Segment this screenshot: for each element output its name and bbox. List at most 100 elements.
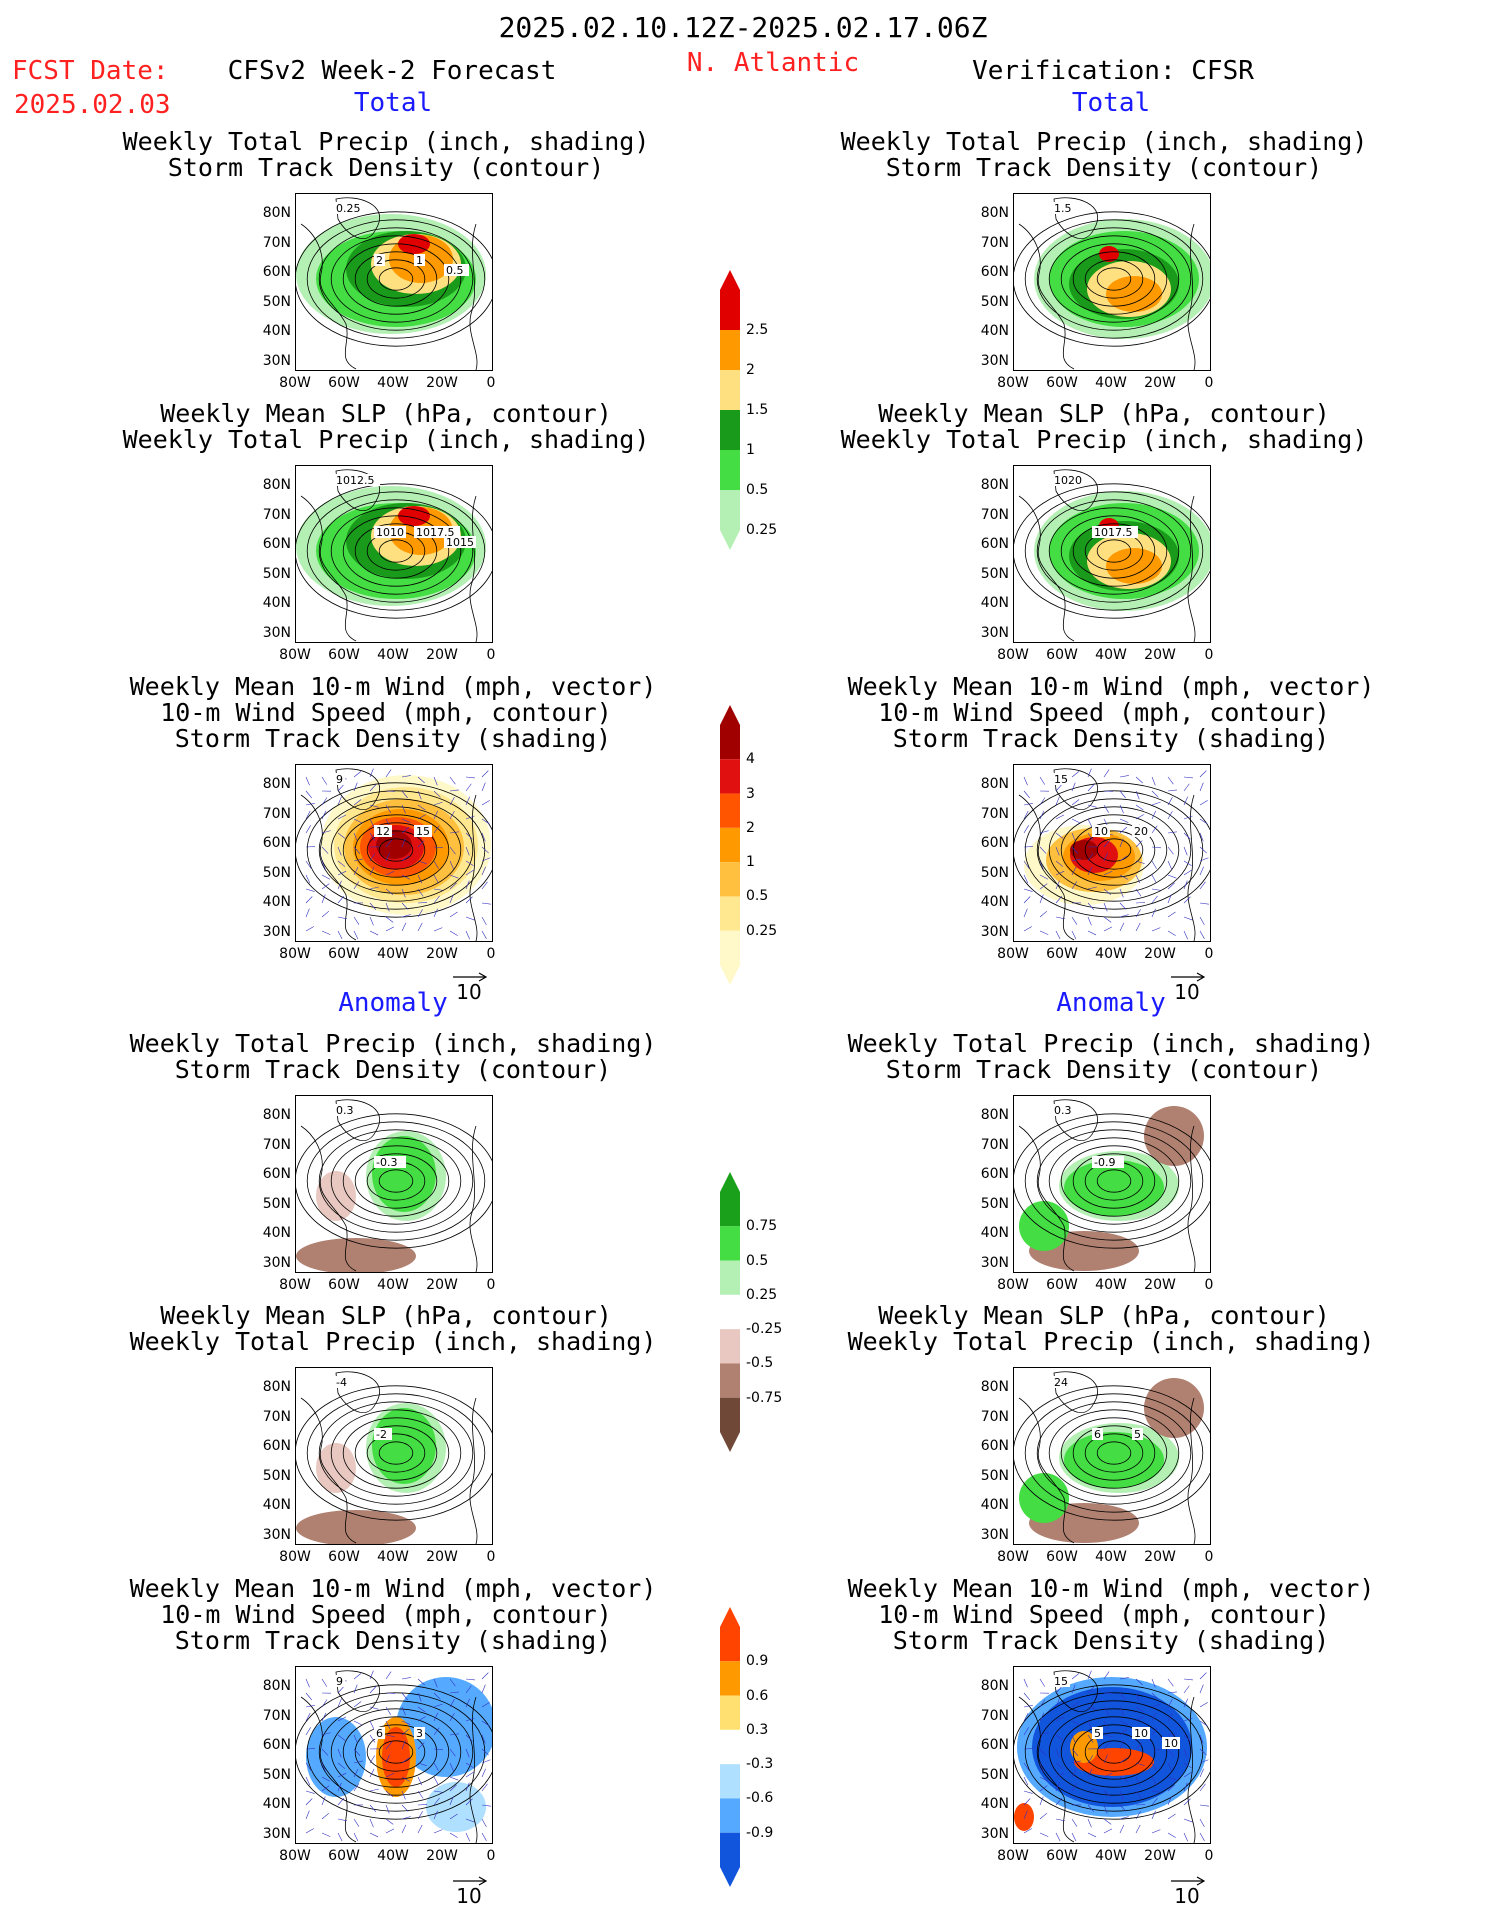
svg-text:2: 2 xyxy=(376,254,383,267)
svg-text:10: 10 xyxy=(1094,825,1108,838)
map-cfsr-anom-wind: 15 5 10 10 xyxy=(1013,1666,1211,1844)
lat-tick-label: 70N xyxy=(262,1136,291,1153)
vector-ref-label-right-anom: 10 xyxy=(1174,1884,1200,1908)
svg-text:3: 3 xyxy=(416,1727,423,1740)
lat-tick-label: 40N xyxy=(262,1497,291,1513)
colorbar-label: 0.25 xyxy=(746,522,778,538)
colorbar-label: -0.5 xyxy=(746,1355,774,1372)
lon-tick-label: 40W xyxy=(1095,946,1127,962)
contour-label: 2 xyxy=(374,254,385,267)
p10-title-line1: Weekly Mean SLP (hPa, contour) xyxy=(878,1301,1330,1330)
contour-label: 1010 xyxy=(374,526,406,539)
lat-tick-label: 80N xyxy=(262,1107,291,1123)
lon-tick-label: 40W xyxy=(1095,647,1127,663)
map-cfsr-total-wind: 15 10 20 xyxy=(1013,764,1211,942)
left-total-label: Total xyxy=(353,88,433,118)
svg-text:10: 10 xyxy=(1134,1727,1148,1740)
map-fcst-total-precip: 0.25 2 1 0.5 xyxy=(295,193,493,371)
svg-text:15: 15 xyxy=(1054,1675,1068,1688)
lat-tick-label: 40N xyxy=(262,595,291,611)
lon-tick-label: 20W xyxy=(1144,647,1176,663)
colorbar-label: 2 xyxy=(746,362,755,378)
contour-label: -0.9 xyxy=(1092,1156,1124,1169)
svg-text:9: 9 xyxy=(336,773,343,786)
colorbar-segment xyxy=(720,725,740,760)
lat-tick-label: 70N xyxy=(980,506,1009,523)
shading-region xyxy=(296,1510,416,1544)
map-fcst-anom-precip: 0.3 -0.3 xyxy=(295,1095,493,1273)
shading-region xyxy=(1019,1473,1069,1523)
contour-label: 5 xyxy=(1132,1428,1143,1441)
lon-tick-label: 0 xyxy=(1204,1549,1214,1565)
lat-tick-label: 50N xyxy=(262,1467,291,1484)
colorbar-segment xyxy=(720,1798,740,1833)
colorbar-label: -0.9 xyxy=(746,1824,774,1841)
svg-text:10: 10 xyxy=(1164,1737,1178,1750)
shading-region xyxy=(1064,1160,1164,1216)
lon-tick-label: 40W xyxy=(1095,1277,1127,1293)
colorbar-label: 0.5 xyxy=(746,888,769,905)
lat-tick-label: 70N xyxy=(980,234,1009,251)
contour-label: 20 xyxy=(1132,825,1150,838)
colorbar-segment xyxy=(720,827,740,863)
lat-tick-label: 30N xyxy=(262,1825,291,1842)
lat-tick-label: 40N xyxy=(262,323,291,339)
lat-tick-label: 30N xyxy=(262,1254,291,1271)
contour-label: 1.5 xyxy=(1052,202,1077,215)
svg-text:5: 5 xyxy=(1134,1428,1141,1441)
shading-region xyxy=(372,1408,436,1484)
lat-tick-label: 60N xyxy=(262,264,291,280)
fcst-date-label: FCST Date: xyxy=(12,56,169,86)
shading-region xyxy=(1064,1432,1164,1488)
p8-title-line1: Weekly Total Precip (inch, shading) xyxy=(847,1029,1375,1058)
contour-label: 15 xyxy=(414,825,432,838)
colorbar-label: 0.25 xyxy=(746,1286,778,1303)
lat-tick-label: 70N xyxy=(980,1707,1009,1724)
lon-tick-label: 40W xyxy=(1095,1848,1127,1864)
lat-tick-label: 30N xyxy=(980,624,1009,641)
colorbar-precip-anom xyxy=(720,1172,744,1466)
lon-tick-label: 0 xyxy=(486,1549,496,1565)
colorbar-label: 1 xyxy=(746,854,755,871)
contour-label: 0.3 xyxy=(1052,1104,1077,1117)
shading-region xyxy=(1099,246,1119,262)
contour-label: 0.5 xyxy=(444,264,469,277)
lat-tick-label: 80N xyxy=(980,1678,1009,1694)
lon-tick-label: 0 xyxy=(486,647,496,663)
lat-tick-label: 80N xyxy=(980,1379,1009,1395)
lon-tick-label: 40W xyxy=(377,375,409,391)
lon-tick-label: 0 xyxy=(1204,1848,1214,1864)
colorbar-segment xyxy=(720,1627,740,1662)
colorbar-label: 1.5 xyxy=(746,402,769,418)
lon-tick-label: 20W xyxy=(426,647,458,663)
lat-tick-label: 40N xyxy=(980,595,1009,611)
region-title: N. Atlantic xyxy=(686,48,860,78)
lon-tick-label: 80W xyxy=(997,946,1029,962)
lon-tick-label: 0 xyxy=(486,1277,496,1293)
map-fcst-total-wind: 9 12 15 xyxy=(295,764,493,942)
colorbar-label: 0.5 xyxy=(746,1252,769,1269)
lon-tick-label: 0 xyxy=(1204,946,1214,962)
colorbar-segment xyxy=(720,370,740,410)
lat-tick-label: 80N xyxy=(980,1107,1009,1123)
lon-tick-label: 60W xyxy=(1046,946,1078,962)
p3-title-line1: Weekly Mean SLP (hPa, contour) xyxy=(160,399,612,428)
svg-text:-2: -2 xyxy=(376,1428,387,1441)
p9-title-line1: Weekly Mean SLP (hPa, contour) xyxy=(160,1301,612,1330)
shading-region xyxy=(426,1782,486,1832)
lon-tick-label: 40W xyxy=(1095,375,1127,391)
contour-label: 0.25 xyxy=(334,202,366,215)
contour-label: 0.3 xyxy=(334,1104,359,1117)
colorbar-top-tip xyxy=(720,1172,740,1192)
svg-text:6: 6 xyxy=(376,1727,383,1740)
contour-label: 10 xyxy=(1092,825,1110,838)
lat-tick-label: 30N xyxy=(980,1825,1009,1842)
lat-tick-label: 50N xyxy=(980,565,1009,582)
right-anomaly-label: Anomaly xyxy=(1056,988,1166,1018)
lat-tick-label: 60N xyxy=(980,264,1009,280)
colorbar-segment xyxy=(720,862,740,897)
lon-tick-label: 60W xyxy=(328,647,360,663)
colorbar-bottom-tip xyxy=(720,965,740,985)
shading-region xyxy=(1014,1803,1034,1831)
contour-label: 12 xyxy=(374,825,392,838)
